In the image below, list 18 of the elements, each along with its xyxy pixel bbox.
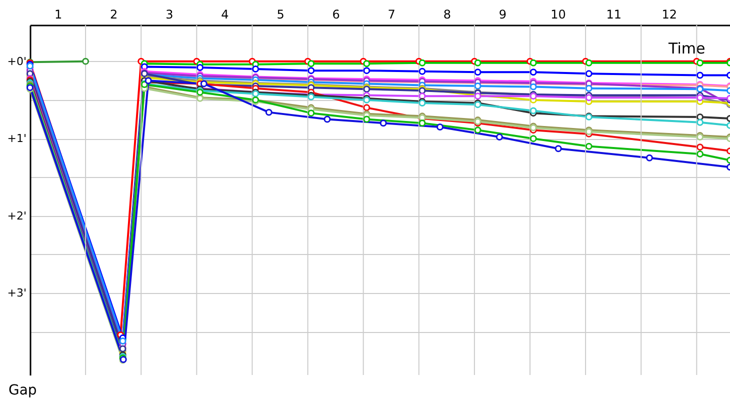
x-tick-label: 2: [110, 8, 118, 22]
x-tick-label: 7: [388, 8, 396, 22]
x-tick-label: 3: [166, 8, 174, 22]
x-tick-label: 4: [221, 8, 229, 22]
x-tick-label: 10: [550, 8, 566, 22]
x-tick-label: 12: [662, 8, 678, 22]
x-tick-label: 9: [498, 8, 507, 22]
y-tick-label: +2': [7, 209, 26, 222]
x-tick-label: 8: [443, 8, 451, 22]
x-axis-title: Time: [668, 40, 706, 58]
y-tick-label: +3': [7, 286, 26, 300]
x-tick-label: 5: [276, 8, 284, 22]
y-tick-label: +0': [7, 54, 26, 68]
x-tick-label: 11: [606, 8, 622, 22]
x-tick-label: 6: [332, 8, 340, 22]
x-tick-label: 1: [54, 8, 62, 22]
y-tick-label: +1': [7, 132, 26, 146]
y-axis-title: Gap: [8, 382, 37, 398]
